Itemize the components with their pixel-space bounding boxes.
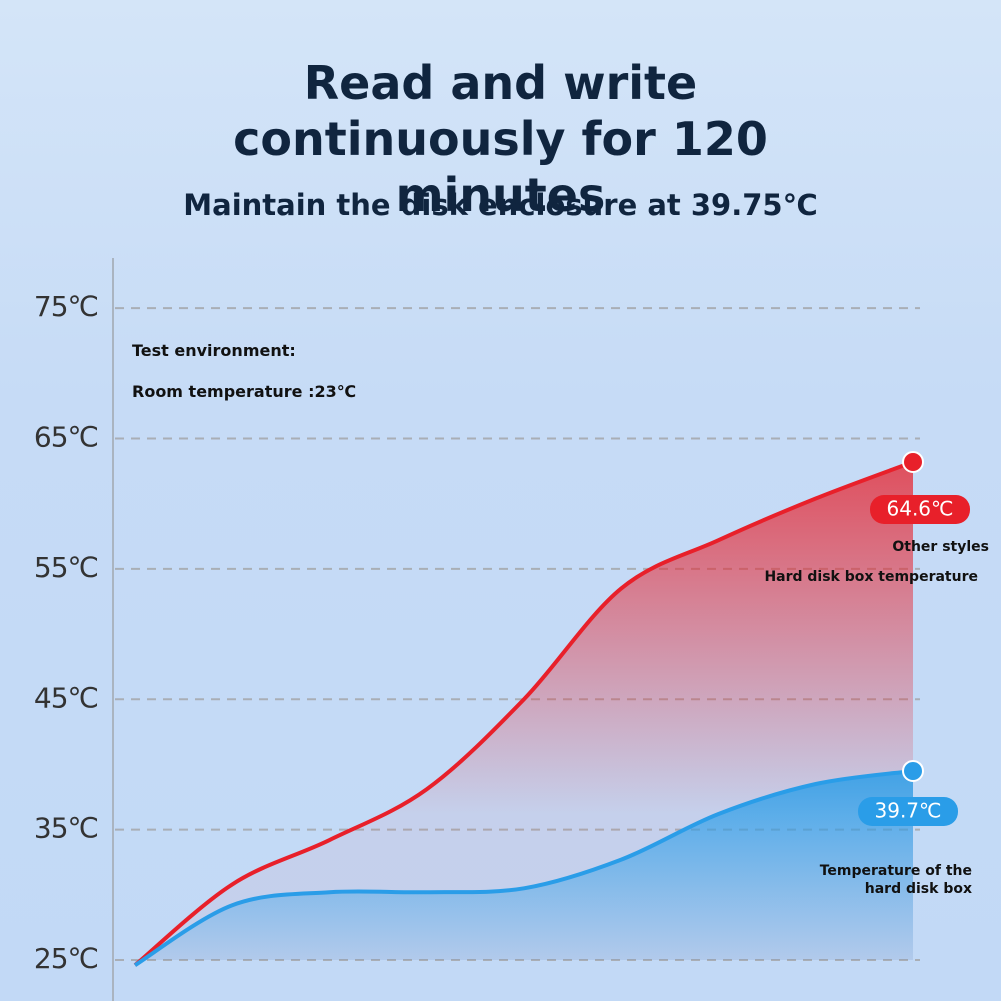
area (135, 770, 913, 966)
y-tick-label: 75℃ (34, 290, 98, 323)
value-badge (858, 797, 958, 826)
value-label: 64.6℃ (887, 497, 954, 521)
chart-subtitle: Maintain the disk enclosure at 39.75℃ (183, 188, 818, 222)
end-point (902, 450, 924, 473)
annotation: Test environment: (132, 341, 296, 360)
y-tick-label: 45℃ (34, 681, 98, 714)
line (133, 768, 914, 967)
end-point (902, 759, 924, 782)
chart-title: Read and write continuously for 120 minu… (233, 56, 768, 222)
y-tick-label: 55℃ (34, 551, 98, 584)
legend-entry: Hard disk box temperature (764, 569, 978, 585)
value-label: 39.7℃ (875, 799, 942, 823)
annotation: Room temperature :23℃ (132, 382, 357, 401)
value-badge (870, 495, 970, 524)
legend-entry: Temperature of the hard disk box (819, 863, 972, 897)
y-tick-label: 65℃ (34, 421, 98, 454)
line (133, 460, 914, 967)
y-tick-label: 35℃ (34, 812, 98, 845)
y-tick-label: 25℃ (34, 942, 98, 975)
annotation: Other styles (892, 539, 989, 555)
